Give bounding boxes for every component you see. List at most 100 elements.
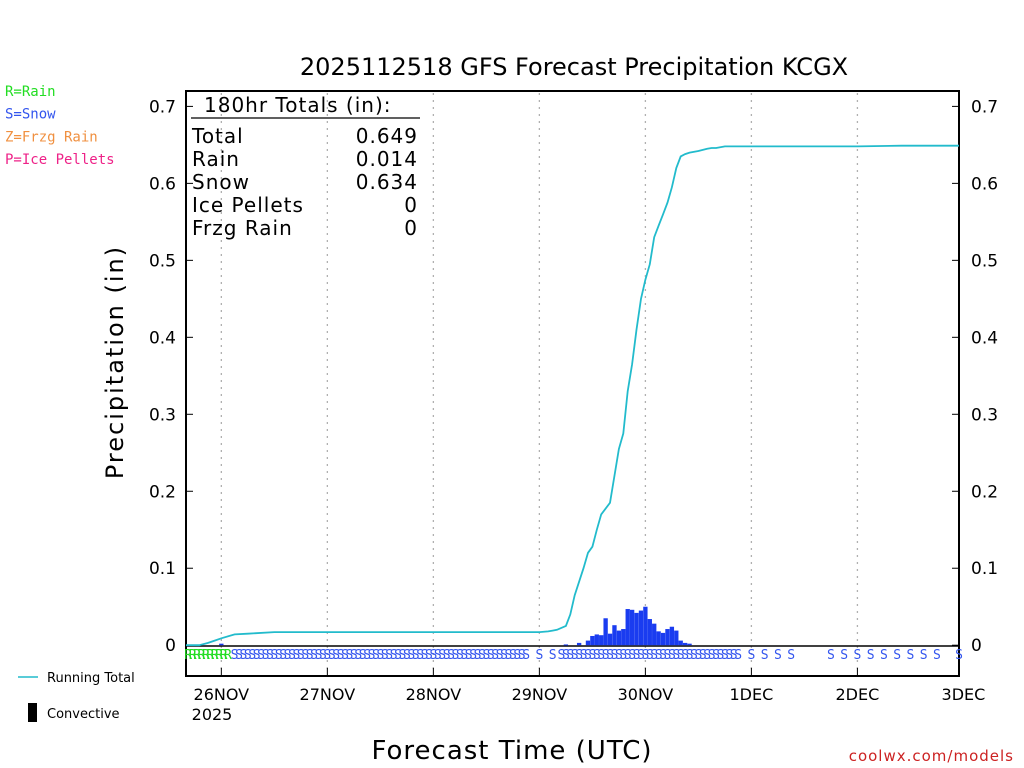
precip-type-code-snow: S [266, 648, 274, 663]
x-axis-ticks: 26NOV 27NOV 28NOV 29NOV 30NOV 1DEC 2DEC 3DEC [194, 668, 986, 704]
precip-type-code-snow: S [827, 648, 835, 663]
y-tick-label-right: 0.2 [971, 482, 998, 502]
precip-bar [594, 634, 599, 646]
precip-type-code-snow: S [306, 648, 314, 663]
precip-bars [219, 606, 692, 646]
precip-type-code-snow: S [761, 648, 769, 663]
y-tick-label-right: 0.6 [971, 174, 998, 194]
precip-bar [616, 630, 622, 646]
x-tick-label: 3DEC [942, 685, 986, 704]
precip-type-code-snow: S [248, 648, 256, 663]
y-tick-label-left: 0.6 [149, 174, 176, 194]
precip-type-code-snow: S [703, 648, 711, 663]
precip-type-code-snow: S [664, 648, 672, 663]
precip-type-code-snow: S [641, 648, 649, 663]
precip-type-code-snow: S [681, 648, 689, 663]
precip-type-code-rain: R [220, 648, 228, 663]
precip-type-code-snow: S [734, 648, 742, 663]
totals-row-value: 0 [404, 193, 418, 217]
precip-type-code-snow: S [593, 648, 601, 663]
precip-type-legend: R=Rain S=Snow Z=Frzg Rain P=Ice Pellets [5, 84, 115, 168]
precip-type-code-snow: S [478, 648, 486, 663]
precip-type-code-snow: S [465, 648, 473, 663]
precip-bar [599, 635, 604, 646]
x-tick-label: 30NOV [618, 685, 674, 704]
precip-bar [563, 644, 569, 646]
totals-row-label: Ice Pellets [192, 193, 304, 217]
precip-type-code-snow: S [438, 648, 446, 663]
precip-bar [590, 635, 595, 646]
precip-bar [638, 610, 644, 646]
precip-type-code-snow: S [368, 648, 376, 663]
y-tick-label-left: 0 [165, 636, 176, 656]
precip-type-code-snow: S [690, 648, 698, 663]
precip-type-code-snow: S [315, 648, 323, 663]
precip-type-code-snow: S [323, 648, 331, 663]
precip-type-code-snow: S [615, 648, 623, 663]
precip-type-code-snow: S [646, 648, 654, 663]
precip-type-code-snow: S [535, 648, 543, 663]
y-tick-label-left: 0.2 [149, 482, 176, 502]
precip-type-code-snow: S [332, 648, 340, 663]
precip-bar [682, 642, 688, 646]
precip-type-code-snow: S [253, 648, 261, 663]
precip-type-code-snow: S [513, 648, 521, 663]
precip-type-code-snow: S [721, 648, 729, 663]
precip-type-code-snow: S [906, 648, 914, 663]
precip-type-code-snow: S [920, 648, 928, 663]
precip-type-code-snow: S [562, 648, 570, 663]
precip-type-code-snow: S [655, 648, 663, 663]
precip-bar [625, 609, 630, 646]
legend-type-entry: P=Ice Pellets [5, 152, 115, 168]
totals-row-label: Frzg Rain [192, 216, 293, 240]
precip-bar [674, 630, 679, 646]
x-tick-label: 28NOV [406, 685, 462, 704]
precip-type-code-snow: S [443, 648, 451, 663]
precip-type-code-snow: S [434, 648, 442, 663]
precip-type-code-snow: S [350, 648, 358, 663]
precip-type-code-snow: S [677, 648, 685, 663]
precip-type-code-snow: S [390, 648, 398, 663]
precip-type-code-snow: S [491, 648, 499, 663]
precip-bar [652, 623, 657, 646]
precip-type-code-rain: R [202, 648, 210, 663]
precip-type-code-snow: S [584, 648, 592, 663]
precip-type-code-snow: S [505, 648, 513, 663]
precip-type-code-snow: S [522, 648, 530, 663]
precip-type-code-snow: S [452, 648, 460, 663]
precip-type-code-snow: S [279, 648, 287, 663]
precip-type-code-snow: S [240, 648, 248, 663]
precip-type-code-snow: S [407, 648, 415, 663]
precip-type-code-snow: S [633, 648, 641, 663]
precip-type-code-snow: S [456, 648, 464, 663]
y-axis-label: Precipitation (in) [101, 245, 129, 479]
precip-type-code-snow: S [955, 648, 963, 663]
precip-type-code-snow: S [712, 648, 720, 663]
precip-type-code-rain: R [193, 648, 201, 663]
precip-type-code-snow: S [341, 648, 349, 663]
x-tick-label: 2DEC [836, 685, 880, 704]
running-total-line [186, 144, 959, 647]
precip-type-code-snow: S [602, 648, 610, 663]
precip-type-code-snow: S [425, 648, 433, 663]
footer-credit: coolwx.com/models [849, 747, 1014, 765]
precip-type-code-snow: S [708, 648, 716, 663]
precip-type-codes: RRRRRRRRRRSSSSSSSSSSSSSSSSSSSSSSSSSSSSSS… [184, 648, 963, 663]
y-tick-label-right: 0.4 [971, 328, 998, 348]
precip-bar [603, 618, 608, 646]
precip-type-code-snow: S [482, 648, 490, 663]
precip-type-code-snow: S [624, 648, 632, 663]
precip-bar [576, 642, 582, 646]
precip-type-code-snow: S [235, 648, 243, 663]
precip-type-code-snow: S [686, 648, 694, 663]
x-tick-label: 27NOV [300, 685, 356, 704]
precip-bar [612, 625, 617, 646]
precip-type-code-snow: S [549, 648, 557, 663]
precip-type-code-snow: S [853, 648, 861, 663]
convective-swatch [28, 703, 37, 722]
precip-type-code-snow: S [659, 648, 667, 663]
precip-type-code-snow: S [447, 648, 455, 663]
y-axis-ticks: 0 00.1 0.10.2 0.20.3 0.30.4 0.40.5 0.50.6 0.60.… [149, 97, 998, 656]
precip-type-code-snow: S [293, 648, 301, 663]
